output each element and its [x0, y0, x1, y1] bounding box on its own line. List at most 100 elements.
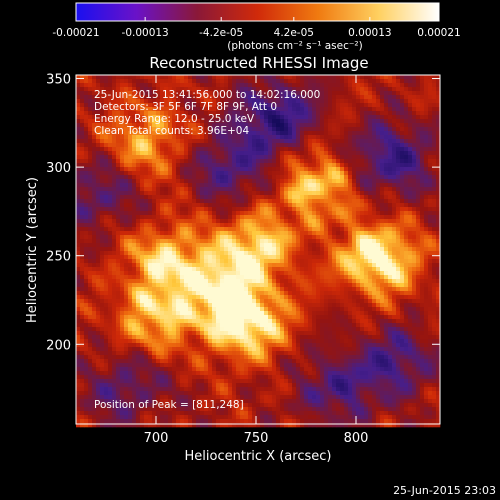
heatmap-cell	[428, 131, 433, 136]
heatmap-cell	[392, 287, 397, 292]
heatmap-cell	[272, 279, 277, 284]
heatmap-cell	[136, 139, 141, 144]
heatmap-cell	[164, 223, 169, 228]
heatmap-cell	[164, 91, 169, 96]
heatmap-cell	[412, 159, 417, 164]
heatmap-cell	[212, 207, 217, 212]
heatmap-cell	[312, 231, 317, 236]
heatmap-cell	[380, 223, 385, 228]
heatmap-cell	[160, 231, 165, 236]
heatmap-cell	[176, 251, 181, 256]
heatmap-cell	[132, 111, 137, 116]
heatmap-cell	[184, 291, 189, 296]
heatmap-cell	[404, 87, 409, 92]
heatmap-cell	[216, 75, 221, 80]
heatmap-cell	[76, 127, 81, 132]
heatmap-cell	[228, 231, 233, 236]
heatmap-cell	[260, 283, 265, 288]
colorbar-tick-label: -4.2e-05	[199, 27, 243, 39]
heatmap-cell	[116, 143, 121, 148]
heatmap-cell	[396, 231, 401, 236]
heatmap-cell	[296, 279, 301, 284]
heatmap-cell	[436, 95, 441, 100]
heatmap-cell	[304, 139, 309, 144]
heatmap-cell	[316, 227, 321, 232]
heatmap-cell	[288, 127, 293, 132]
heatmap-cell	[112, 87, 117, 92]
heatmap-cell	[100, 159, 105, 164]
heatmap-cell	[148, 167, 153, 172]
heatmap-cell	[240, 95, 245, 100]
heatmap-cell	[244, 191, 249, 196]
heatmap-cell	[344, 87, 349, 92]
heatmap-cell	[324, 123, 329, 128]
heatmap-cell	[340, 119, 345, 124]
heatmap-cell	[192, 291, 197, 296]
heatmap-cell	[104, 231, 109, 236]
heatmap-cell	[136, 275, 141, 280]
heatmap-cell	[156, 247, 161, 252]
heatmap-cell	[120, 163, 125, 168]
heatmap-cell	[164, 99, 169, 104]
heatmap-cell	[324, 99, 329, 104]
heatmap-cell	[320, 211, 325, 216]
heatmap-cell	[312, 107, 317, 112]
heatmap-cell	[384, 79, 389, 84]
heatmap-cell	[84, 75, 89, 80]
heatmap-cell	[420, 155, 425, 160]
heatmap-cell	[164, 115, 169, 120]
heatmap-cell	[128, 179, 133, 184]
heatmap-cell	[420, 103, 425, 108]
heatmap-cell	[384, 139, 389, 144]
heatmap-cell	[276, 183, 281, 188]
heatmap-cell	[176, 219, 181, 224]
heatmap-cell	[404, 171, 409, 176]
heatmap-cell	[192, 255, 197, 260]
heatmap-cell	[268, 171, 273, 176]
heatmap-cell	[252, 83, 257, 88]
heatmap-cell	[116, 99, 121, 104]
heatmap-cell	[324, 207, 329, 212]
heatmap-cell	[184, 247, 189, 252]
heatmap-cell	[140, 187, 145, 192]
heatmap-cell	[276, 75, 281, 80]
heatmap-cell	[92, 119, 97, 124]
heatmap-cell	[436, 155, 441, 160]
heatmap-cell	[340, 191, 345, 196]
heatmap-cell	[156, 235, 161, 240]
heatmap-cell	[160, 211, 165, 216]
heatmap-cell	[336, 95, 341, 100]
heatmap-cell	[372, 267, 377, 272]
heatmap-cell	[256, 99, 261, 104]
heatmap-cell	[228, 103, 233, 108]
heatmap-cell	[396, 235, 401, 240]
heatmap-cell	[164, 87, 169, 92]
heatmap-cell	[164, 279, 169, 284]
heatmap-cell	[376, 83, 381, 88]
heatmap-cell	[372, 227, 377, 232]
heatmap-cell	[216, 151, 221, 156]
heatmap-cell	[76, 175, 81, 180]
heatmap-cell	[320, 247, 325, 252]
heatmap-cell	[208, 243, 213, 248]
heatmap-cell	[348, 195, 353, 200]
heatmap-cell	[260, 251, 265, 256]
heatmap-cell	[216, 83, 221, 88]
heatmap-cell	[148, 231, 153, 236]
heatmap-cell	[176, 183, 181, 188]
heatmap-cell	[116, 247, 121, 252]
heatmap-cell	[128, 279, 133, 284]
heatmap-cell	[192, 99, 197, 104]
heatmap-cell	[116, 115, 121, 120]
heatmap-cell	[384, 227, 389, 232]
heatmap-cell	[256, 171, 261, 176]
heatmap-cell	[368, 219, 373, 224]
heatmap-cell	[332, 255, 337, 260]
heatmap-cell	[160, 127, 165, 132]
heatmap-cell	[384, 191, 389, 196]
heatmap-cell	[344, 271, 349, 276]
heatmap-cell	[420, 251, 425, 256]
heatmap-cell	[296, 219, 301, 224]
heatmap-cell	[216, 107, 221, 112]
heatmap-cell	[296, 155, 301, 160]
